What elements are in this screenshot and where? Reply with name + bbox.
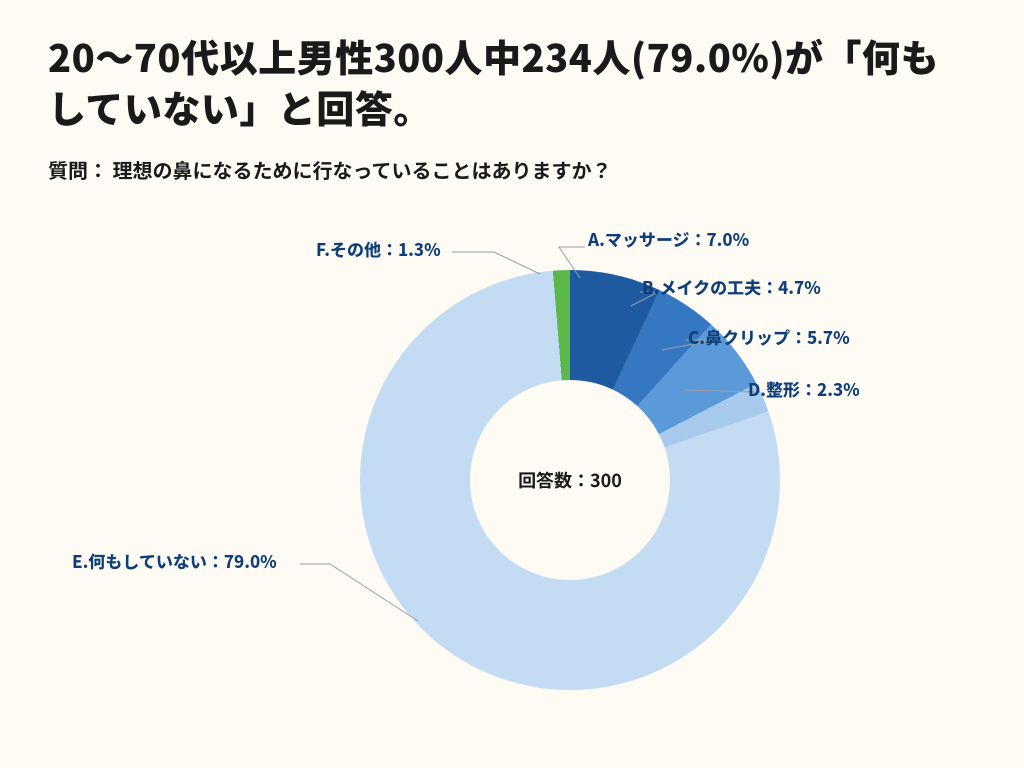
center-label: 回答数：300 <box>518 467 622 493</box>
slice-label-f: F.その他：1.3% <box>316 236 441 261</box>
page-title: 20〜70代以上男性300人中234人(79.0%)が「何もしていない」と回答。 <box>48 30 976 133</box>
slice-label-c: C.鼻クリップ：5.7% <box>688 324 850 349</box>
donut-chart: 回答数：300 A.マッサージ：7.0% B.メイクの工夫：4.7% C.鼻クリップ… <box>0 200 1024 768</box>
leader-f <box>452 252 540 274</box>
survey-question: 質問： 理想の鼻になるために行なっていることはありますか？ <box>48 155 976 184</box>
slice-label-e: E.何もしていない：79.0% <box>72 548 277 573</box>
donut-hole: 回答数：300 <box>470 380 670 580</box>
slice-label-a: A.マッサージ：7.0% <box>588 226 749 251</box>
slice-label-d: D.整形：2.3% <box>748 376 860 401</box>
slice-label-b: B.メイクの工夫：4.7% <box>642 274 821 299</box>
